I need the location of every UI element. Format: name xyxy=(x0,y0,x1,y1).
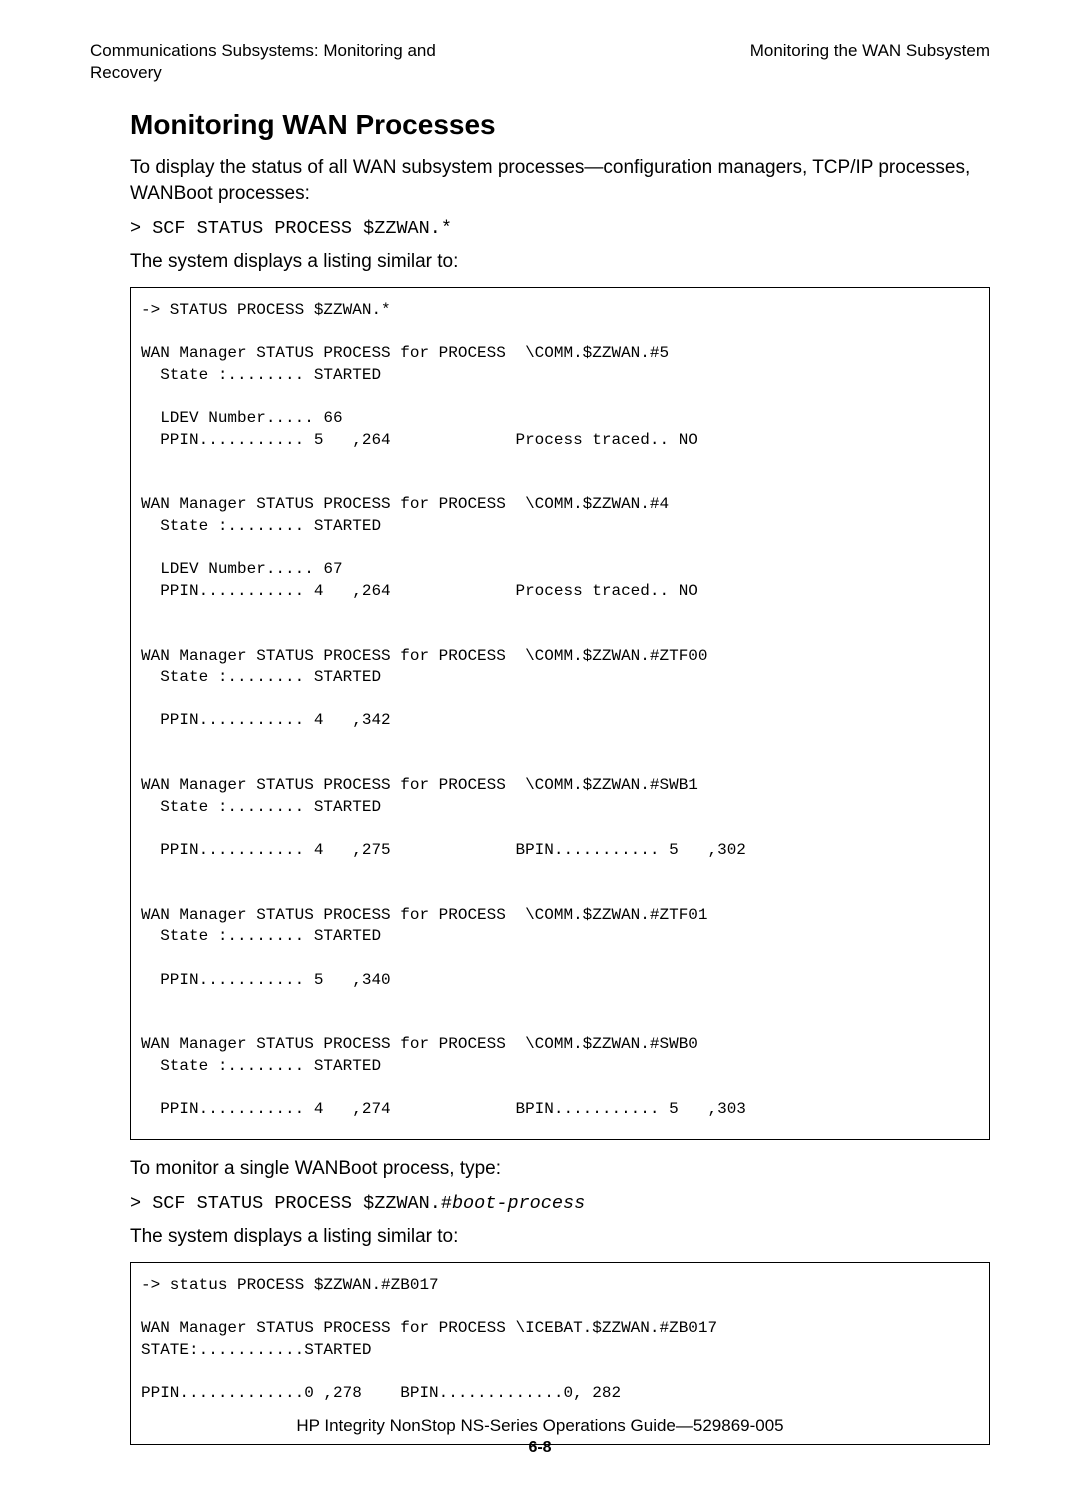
document-page: Communications Subsystems: Monitoring an… xyxy=(0,0,1080,1491)
page-header: Communications Subsystems: Monitoring an… xyxy=(90,40,990,84)
header-right: Monitoring the WAN Subsystem xyxy=(750,40,990,84)
output-block-1: -> STATUS PROCESS $ZZWAN.* WAN Manager S… xyxy=(130,287,990,1140)
header-left-line1: Communications Subsystems: Monitoring an… xyxy=(90,41,436,60)
command-2-param: boot-process xyxy=(452,1193,585,1214)
command-2-prefix: > SCF STATUS PROCESS $ZZWAN.# xyxy=(130,1193,452,1214)
intro-paragraph-4: The system displays a listing similar to… xyxy=(130,1224,990,1250)
intro-paragraph-2: The system displays a listing similar to… xyxy=(130,249,990,275)
intro-paragraph-3: To monitor a single WANBoot process, typ… xyxy=(130,1156,990,1182)
footer-page-number: 6-8 xyxy=(0,1439,1080,1457)
page-footer: HP Integrity NonStop NS-Series Operation… xyxy=(0,1416,1080,1457)
intro-paragraph-1: To display the status of all WAN subsyst… xyxy=(130,155,990,206)
section-title: Monitoring WAN Processes xyxy=(130,109,990,141)
command-2: > SCF STATUS PROCESS $ZZWAN.#boot-proces… xyxy=(130,1193,990,1214)
header-left-line2: Recovery xyxy=(90,63,162,82)
header-left: Communications Subsystems: Monitoring an… xyxy=(90,40,436,84)
footer-text: HP Integrity NonStop NS-Series Operation… xyxy=(0,1416,1080,1436)
command-1: > SCF STATUS PROCESS $ZZWAN.* xyxy=(130,218,990,239)
